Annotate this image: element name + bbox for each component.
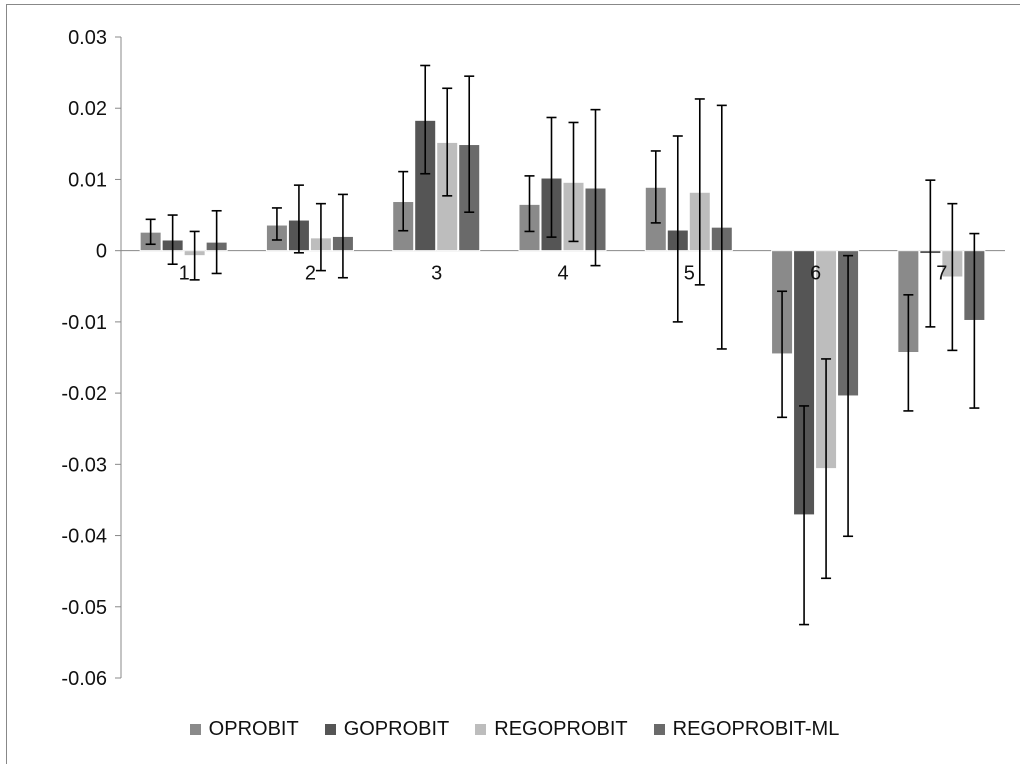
legend-label: GOPROBIT [343, 718, 450, 740]
legend-item-goprobit: GOPROBIT [324, 718, 450, 741]
bars-layer [139, 119, 986, 516]
y-tick-label: -0.01 [61, 312, 107, 334]
y-tick-label: -0.05 [61, 597, 107, 619]
x-tick-label-2: 2 [305, 263, 316, 285]
x-tick-label-4: 4 [557, 263, 568, 285]
legend-item-oprobit: OPROBIT [189, 718, 299, 741]
error-bars-layer [145, 64, 980, 626]
legend-item-regoprobit-ml: REGOPROBIT-ML [653, 718, 840, 741]
y-tick-label: -0.06 [61, 668, 107, 690]
y-tick-label: 0.01 [68, 169, 107, 191]
legend-label: OPROBIT [208, 718, 299, 740]
x-tick-label-3: 3 [431, 263, 442, 285]
axes-layer: 0.03 0.02 0.01 0 -0.01 -0.02 -0.03 -0.04 -0.05 -0… [61, 27, 1005, 690]
y-tick-label: -0.04 [61, 526, 107, 548]
y-tick-label: 0.03 [68, 27, 107, 49]
y-tick-label: 0 [96, 241, 107, 263]
x-tick-label-7: 7 [936, 263, 947, 285]
y-tick-label: -0.02 [61, 383, 107, 405]
legend-swatch [653, 724, 665, 735]
y-tick-label: 0.02 [68, 98, 107, 120]
legend-swatch [189, 724, 201, 735]
x-tick-label-5: 5 [684, 263, 695, 285]
chart-legend: OPROBIT GOPROBIT REGOPROBIT REGOPROBIT-ML [0, 718, 1029, 741]
legend-swatch [324, 724, 336, 735]
x-tick-label-1: 1 [179, 263, 190, 285]
legend-label: REGOPROBIT-ML [672, 718, 840, 740]
legend-item-regoprobit: REGOPROBIT [475, 718, 628, 741]
x-tick-labels-layer: 1 2 3 4 5 6 7 [179, 263, 948, 285]
y-tick-label: -0.03 [61, 454, 107, 476]
legend-label: REGOPROBIT [494, 718, 628, 740]
chart-frame [6, 4, 1020, 764]
x-tick-label-6: 6 [810, 263, 821, 285]
legend-swatch [475, 724, 487, 735]
